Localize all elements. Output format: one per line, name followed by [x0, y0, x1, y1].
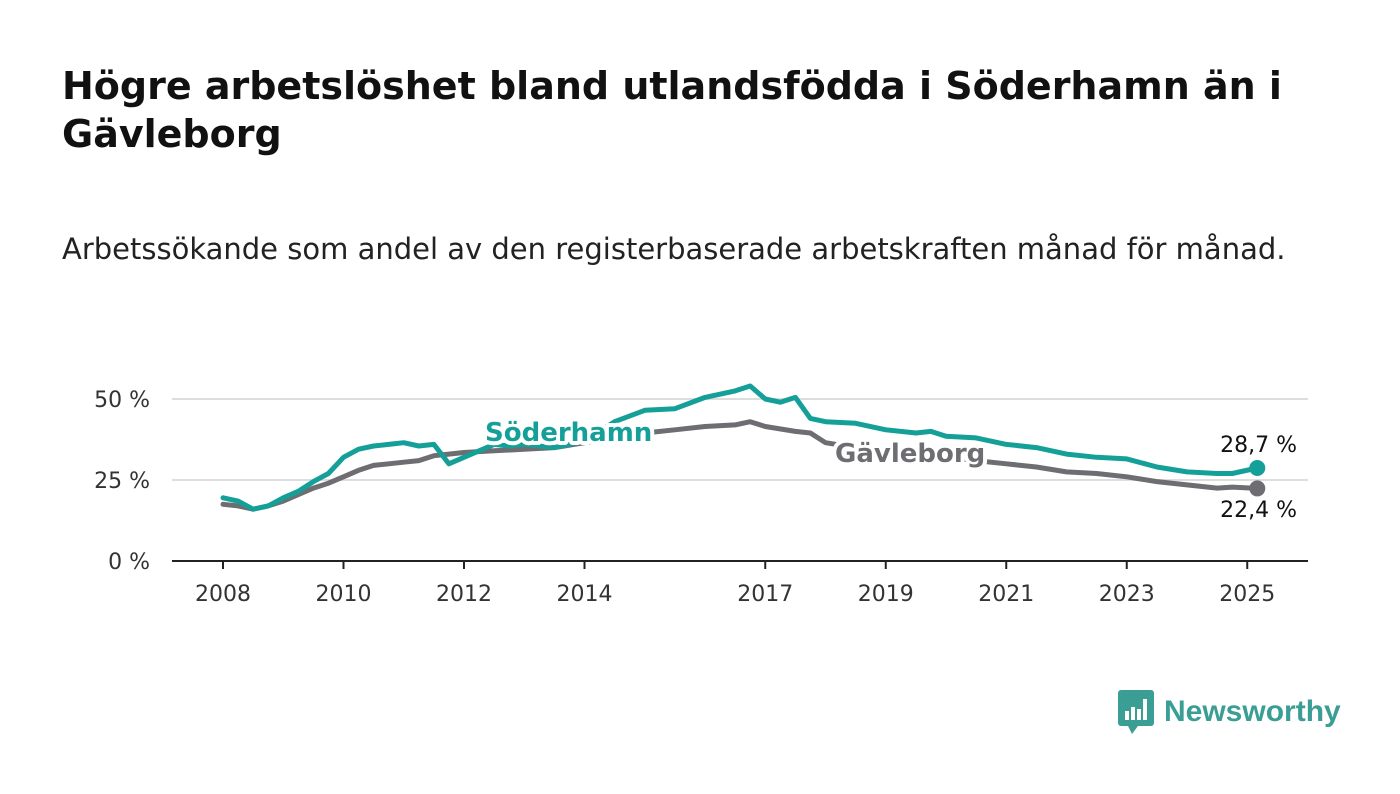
x-tick-label: 2014: [557, 582, 613, 607]
x-tick-label: 2012: [436, 582, 492, 607]
series-name-halo: Söderhamn: [485, 418, 652, 448]
y-tick-label: 0 %: [108, 550, 150, 575]
chart-title: Högre arbetslöshet bland utlandsfödda i …: [62, 64, 1282, 156]
series-name-label: Gävleborg: [835, 439, 985, 469]
end-point-0: [1249, 460, 1266, 477]
grid-lines: [172, 398, 1308, 481]
brand-name: Newsworthy: [1164, 695, 1341, 728]
chart-subtitle: Arbetssökande som andel av den registerb…: [62, 232, 1286, 266]
end-value-label: 28,7 %: [1220, 433, 1297, 458]
x-tick-label: 2017: [737, 582, 793, 607]
newsworthy-logo-icon: [1118, 690, 1154, 734]
newsworthy-brand: Newsworthy: [1118, 690, 1341, 734]
y-axis-ticks: 0 % 25 % 50 %: [94, 388, 150, 575]
x-axis-ticks: 2008 2010 2012 2014 2017 2019 2021 2023 2025: [195, 561, 1275, 607]
y-tick-label: 25 %: [94, 469, 150, 494]
series-name-halo: Gävleborg: [835, 439, 985, 469]
series-line-1: [220, 419, 1260, 512]
end-point-1: [1249, 480, 1266, 497]
x-tick-label: 2019: [858, 582, 914, 607]
x-tick-label: 2021: [978, 582, 1034, 607]
x-tick-label: 2010: [316, 582, 372, 607]
series-name-label: Söderhamn: [485, 418, 652, 448]
x-tick-label: 2023: [1099, 582, 1155, 607]
x-tick-label: 2025: [1219, 582, 1275, 607]
series-line-0: [220, 383, 1260, 512]
x-tick-label: 2008: [195, 582, 251, 607]
series-lines: [220, 383, 1266, 512]
y-tick-label: 50 %: [94, 388, 150, 413]
end-value-label: 22,4 %: [1220, 498, 1297, 523]
